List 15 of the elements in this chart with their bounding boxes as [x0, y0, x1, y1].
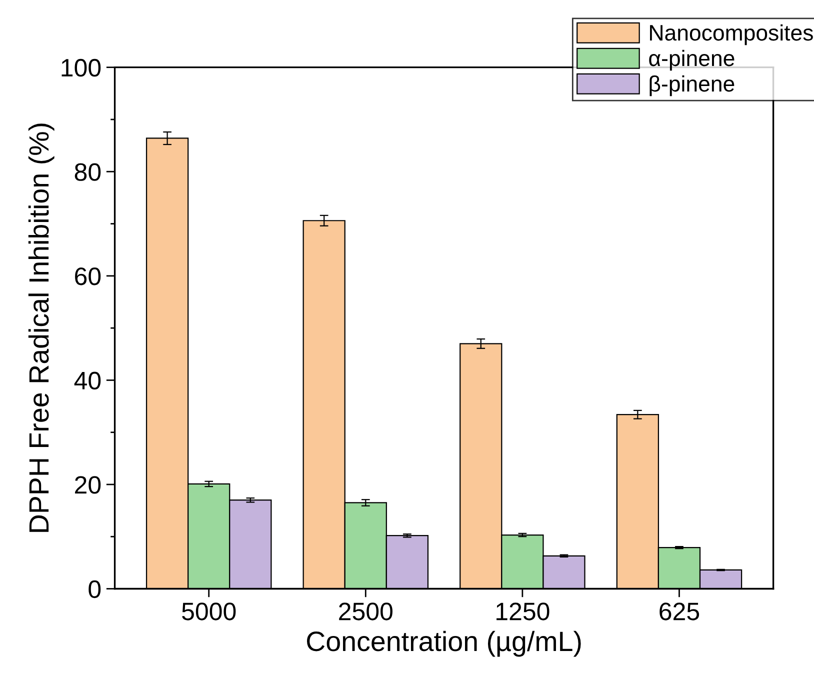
- x-axis-title: Concentration (µg/mL): [306, 630, 581, 657]
- y-tick-label: 40: [74, 372, 101, 390]
- y-tick-label: 0: [88, 580, 101, 598]
- x-tick-label: 5000: [182, 602, 236, 620]
- x-tick-label: 2500: [339, 602, 392, 620]
- x-tick-label: 625: [660, 602, 700, 620]
- legend-label: Nanocomposites: [650, 24, 813, 46]
- y-tick-label: 80: [74, 163, 101, 181]
- x-tick-label: 1250: [496, 602, 550, 620]
- legend-label: α-pinene: [649, 50, 734, 71]
- y-tick-label: 60: [75, 268, 101, 286]
- y-axis-title: DPPH Free Radical Inhibition (%): [28, 124, 54, 532]
- y-tick-label: 100: [62, 58, 101, 77]
- y-tick-label: 20: [75, 476, 101, 494]
- legend-label: β-pinene: [650, 75, 734, 96]
